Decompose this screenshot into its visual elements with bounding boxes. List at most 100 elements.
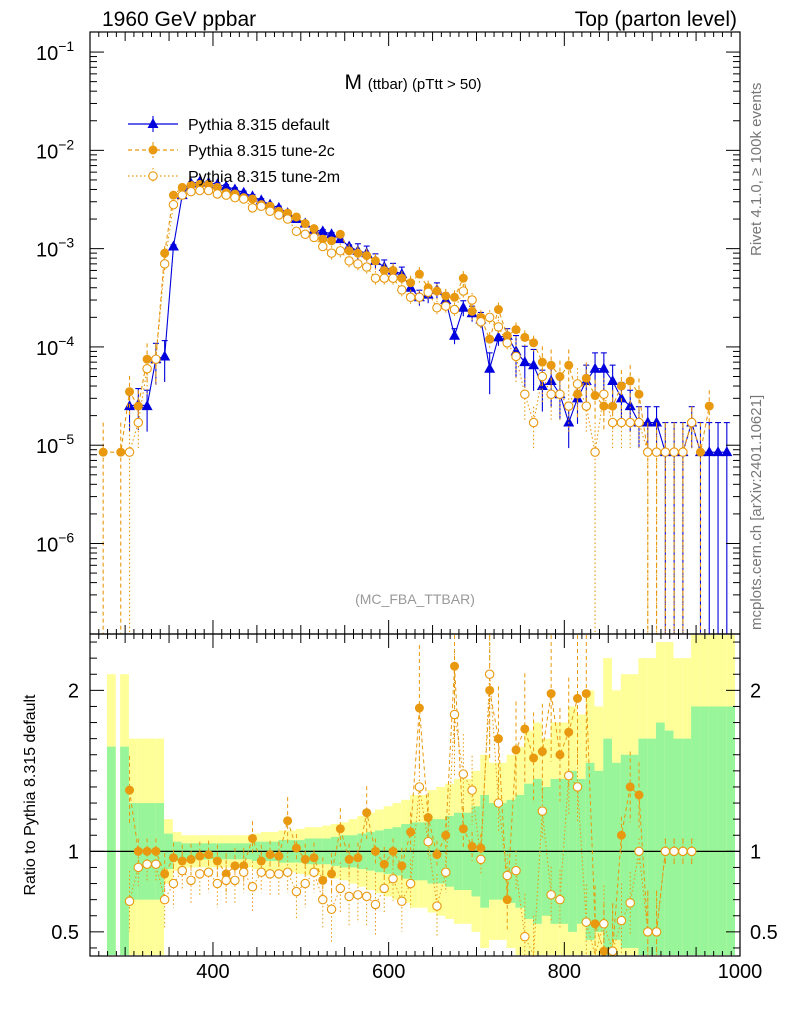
data-point-tune-2m: [616, 417, 627, 428]
data-point-tune-2m: [520, 389, 530, 399]
data-point-tune-2m: [686, 417, 697, 428]
data-point-default: [721, 446, 733, 457]
ratio-point-tune-2m: [353, 890, 363, 900]
ratio-point-tune-2m: [537, 806, 548, 816]
ratio-point-tune-2m: [168, 878, 179, 889]
ratio-point-tune-2c: [493, 734, 503, 744]
data-point-tune-2c: [458, 273, 468, 283]
ratio-point-tune-2c: [212, 856, 222, 866]
ratio-point-tune-2m: [274, 869, 284, 879]
ratio-point-tune-2c: [432, 850, 442, 860]
data-point-tune-2c: [704, 401, 714, 411]
ratio-point-tune-2m: [686, 846, 697, 857]
ratio-point-tune-2c: [335, 824, 345, 834]
data-point-tune-2m: [555, 389, 565, 399]
data-point-tune-2c: [353, 248, 363, 258]
ratio-point-tune-2c: [283, 816, 293, 826]
ratio-point-tune-2m: [599, 919, 609, 929]
data-point-tune-2m: [142, 363, 152, 374]
data-point-tune-2m: [300, 229, 310, 240]
ratio-point-tune-2m: [388, 873, 398, 884]
ratio-point-tune-2m: [625, 898, 635, 908]
y-tick-label: 10−1: [36, 38, 74, 65]
data-point-tune-2c: [142, 354, 152, 364]
ratio-point-tune-2m: [458, 769, 469, 779]
ratio-point-tune-2m: [572, 782, 583, 792]
ratio-point-tune-2c: [555, 750, 565, 760]
ratio-point-tune-2m: [151, 859, 161, 869]
data-point-tune-2c: [493, 305, 503, 315]
ratio-point-tune-2c: [485, 685, 495, 695]
ratio-point-tune-2m: [616, 915, 627, 926]
data-point-tune-2m: [230, 192, 240, 203]
ratio-point-tune-2m: [370, 899, 381, 910]
data-point-tune-2m: [326, 248, 337, 258]
ratio-point-tune-2m: [177, 865, 187, 876]
ratio-point-tune-2c: [397, 861, 407, 871]
ratio-y-tick-label: 1: [68, 841, 79, 863]
ratio-point-tune-2m: [581, 917, 592, 927]
ratio-point-tune-2m: [502, 870, 512, 881]
data-point-tune-2m: [599, 389, 609, 399]
data-point-tune-2m: [397, 285, 407, 295]
ratio-point-tune-2m: [142, 859, 152, 869]
data-point-default: [589, 362, 601, 373]
ratio-point-tune-2m: [335, 883, 346, 894]
ratio-point-tune-2c: [318, 875, 328, 885]
data-point-tune-2c: [177, 182, 187, 192]
data-point-tune-2c: [581, 373, 591, 383]
mcplots-label: mcplots.cern.ch [arXiv:2401.10621]: [748, 394, 765, 630]
data-point-tune-2c: [309, 224, 319, 234]
data-point-tune-2m: [423, 287, 433, 297]
data-point-tune-2m: [563, 401, 574, 411]
data-point-default: [220, 180, 232, 191]
data-point-tune-2c: [520, 332, 530, 342]
ratio-point-tune-2m: [291, 886, 302, 897]
ratio-point-tune-2c: [195, 851, 205, 861]
ratio-point-tune-2c: [616, 830, 626, 840]
ratio-point-tune-2c: [502, 895, 512, 905]
ratio-point-tune-2m: [300, 878, 310, 889]
data-point-tune-2m: [195, 185, 205, 196]
ratio-point-tune-2c: [458, 824, 468, 834]
data-point-tune-2m: [458, 286, 469, 296]
ratio-point-tune-2m: [669, 846, 679, 857]
ratio-point-tune-2c: [177, 856, 187, 866]
data-point-default: [159, 350, 171, 361]
y-tick-label: 10−2: [36, 136, 74, 163]
legend-label-default: Pythia 8.315 default: [188, 117, 330, 134]
data-point-tune-2m: [309, 232, 319, 243]
series-line-default: [129, 181, 727, 453]
ratio-point-tune-2m: [159, 894, 170, 905]
ratio-point-tune-2c: [546, 689, 556, 699]
data-point-tune-2c: [300, 219, 310, 229]
data-point-default: [519, 356, 531, 367]
data-point-tune-2m: [493, 322, 504, 332]
data-point-tune-2m: [405, 292, 416, 303]
data-point-tune-2c: [116, 447, 126, 457]
data-point-tune-2c: [125, 387, 135, 397]
ratio-point-tune-2c: [309, 853, 319, 863]
ratio-point-tune-2c: [634, 790, 644, 800]
ratio-point-tune-2c: [327, 869, 337, 879]
ratio-point-tune-2m: [607, 946, 618, 956]
data-point-tune-2c: [397, 273, 407, 283]
data-point-tune-2m: [625, 417, 635, 428]
ratio-y-axis-label: Ratio to Pythia 8.315 default: [22, 694, 39, 896]
data-point-tune-2m: [335, 246, 346, 256]
ratio-point-tune-2m: [256, 867, 267, 878]
data-point-tune-2m: [414, 292, 425, 303]
data-point-tune-2m: [484, 312, 495, 323]
data-point-tune-2c: [599, 401, 609, 411]
ratio-point-tune-2c: [573, 693, 582, 703]
data-point-tune-2m: [353, 259, 363, 269]
series-line-tune-2c: [103, 183, 710, 453]
data-point-tune-2c: [344, 246, 354, 256]
data-point-tune-2c: [362, 251, 372, 261]
data-point-tune-2m: [643, 447, 653, 457]
data-point-tune-2m: [607, 417, 618, 428]
data-point-default: [449, 329, 461, 340]
data-point-tune-2m: [537, 371, 548, 382]
ratio-point-tune-2m: [230, 875, 240, 886]
ratio-point-tune-2c: [168, 853, 178, 863]
